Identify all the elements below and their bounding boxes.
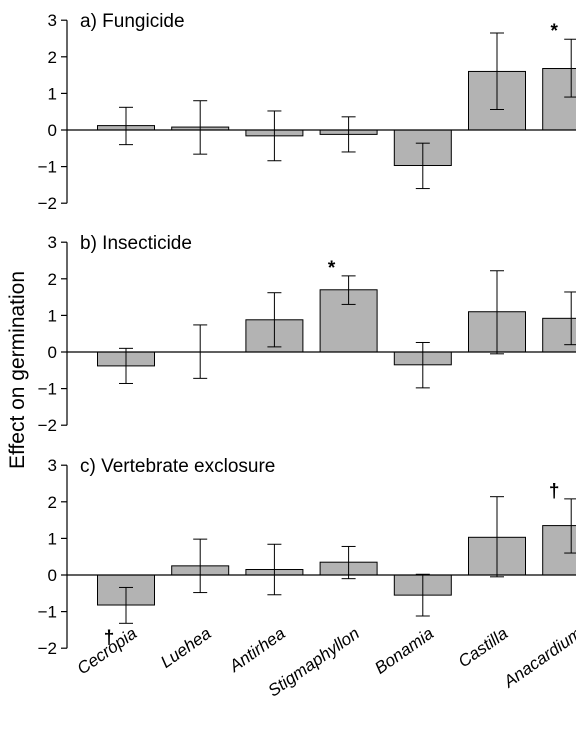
y-tick-label: −1 xyxy=(38,380,57,399)
error-bar xyxy=(490,270,504,355)
significance-marker: † xyxy=(104,627,115,648)
panels: 3 2 1 0 −1 −2 a) Fungicide * 3 2 1 0 −1 −2 b) Insectic… xyxy=(38,11,576,658)
y-tick-label: 0 xyxy=(48,343,57,362)
error-bar xyxy=(193,324,208,379)
x-tick-label: Castilla xyxy=(455,624,512,672)
error-bar xyxy=(415,341,430,389)
y-tick-label: 3 xyxy=(48,11,57,30)
x-tick-label: Anacardium xyxy=(499,624,576,692)
y-tick-label: 2 xyxy=(48,493,57,512)
bar xyxy=(542,317,576,353)
error-bar xyxy=(193,100,208,155)
y-axis-label: Effect on germination xyxy=(6,271,29,469)
y-tick-label: 2 xyxy=(48,270,57,289)
error-bar xyxy=(267,110,282,162)
y-tick-label: 1 xyxy=(48,84,57,103)
y-tick-label: 1 xyxy=(48,306,57,325)
significance-marker: † xyxy=(549,481,560,502)
error-bar xyxy=(267,292,282,348)
y-tick-label: 2 xyxy=(48,48,57,67)
y-tick-label: 3 xyxy=(48,233,57,252)
y-tick-label: 1 xyxy=(48,529,57,548)
error-bar xyxy=(193,538,208,594)
error-bar xyxy=(341,275,356,305)
error-bar xyxy=(415,573,430,617)
x-tick-label: Luehea xyxy=(157,624,214,672)
significance-marker: * xyxy=(328,258,336,279)
error-bar xyxy=(267,543,282,596)
y-tick-label: −2 xyxy=(38,416,57,435)
panel-1: 3 2 1 0 −1 −2 a) Fungicide * xyxy=(38,11,576,213)
y-tick-label: −2 xyxy=(38,639,57,658)
y-tick-label: 3 xyxy=(48,456,57,475)
error-bar xyxy=(341,545,356,580)
significance-marker: * xyxy=(550,21,558,42)
error-bar xyxy=(341,116,356,153)
error-bar xyxy=(490,496,504,578)
y-tick-label: 0 xyxy=(48,121,57,140)
panel-title: c) Vertebrate exclosure xyxy=(80,456,275,477)
error-bar xyxy=(119,586,133,624)
error-bar xyxy=(119,347,133,384)
error-bar xyxy=(119,106,133,146)
error-bar xyxy=(490,32,504,111)
x-tick-label: Antirhea xyxy=(225,624,289,676)
panel-title: b) Insecticide xyxy=(80,233,192,254)
y-tick-label: −1 xyxy=(38,158,57,177)
error-bar xyxy=(415,142,430,190)
y-tick-label: 0 xyxy=(48,566,57,585)
y-tick-label: −1 xyxy=(38,603,57,622)
panel-title: a) Fungicide xyxy=(80,11,185,32)
y-tick-label: −2 xyxy=(38,194,57,213)
panel-2: 3 2 1 0 −1 −2 b) Insecticide * xyxy=(38,233,576,435)
x-tick-label: Bonamia xyxy=(371,624,437,678)
panel-3: 3 2 1 0 −1 −2 c) Vertebrate exclosure † † xyxy=(38,456,576,658)
